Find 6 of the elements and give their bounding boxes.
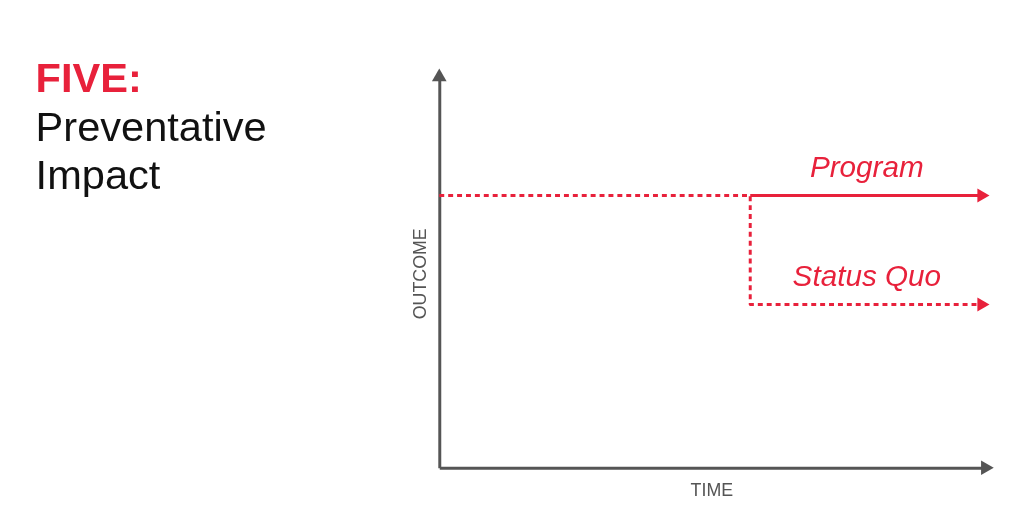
x-axis-title: TIME — [690, 479, 734, 500]
chart-subtitle: Preventative Impact — [35, 103, 267, 198]
text: FIVE: — [35, 53, 142, 101]
y-axis-title: OUTCOME — [409, 228, 430, 320]
series-label: Program — [809, 149, 924, 183]
series-label: Status Quo — [792, 258, 942, 292]
